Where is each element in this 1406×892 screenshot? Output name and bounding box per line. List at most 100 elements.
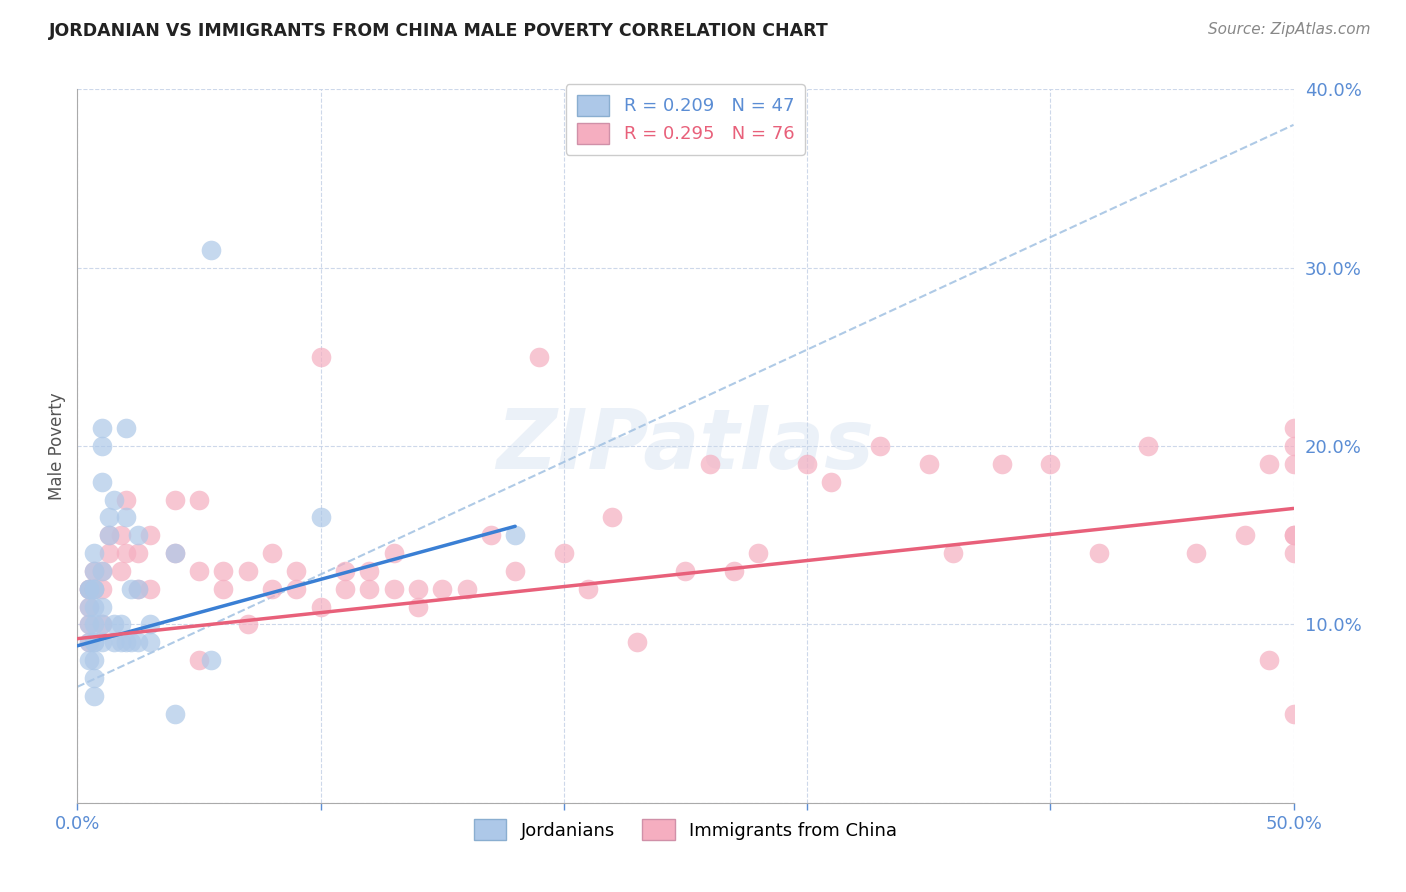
Point [120,635,142,649]
Point [90,582,112,596]
Point [79,617,101,632]
Point [90,564,112,578]
Point [406,582,429,596]
Point [309,599,332,614]
Point [602,510,624,524]
Point [79,582,101,596]
Point [188,492,211,507]
Point [1282,546,1305,560]
Point [83,689,105,703]
Point [90,421,112,435]
Point [127,582,149,596]
Point [699,457,721,471]
Point [406,599,429,614]
Point [723,564,745,578]
Point [820,475,842,489]
Point [83,635,105,649]
Point [103,635,125,649]
Y-axis label: Male Poverty: Male Poverty [48,392,66,500]
Point [285,582,308,596]
Point [163,706,186,721]
Point [918,457,941,471]
Point [139,582,162,596]
Point [83,617,105,632]
Point [333,582,356,596]
Point [90,617,112,632]
Point [529,350,551,364]
Point [1282,439,1305,453]
Point [110,617,132,632]
Point [163,546,186,560]
Point [747,546,769,560]
Point [90,617,112,632]
Point [79,582,101,596]
Point [990,457,1012,471]
Point [309,350,332,364]
Point [79,653,101,667]
Point [1185,546,1208,560]
Point [115,546,138,560]
Point [97,528,120,542]
Point [1282,421,1305,435]
Point [260,582,283,596]
Point [1282,706,1305,721]
Point [163,546,186,560]
Point [1258,653,1281,667]
Point [79,635,101,649]
Point [115,635,138,649]
Point [553,546,575,560]
Legend: Jordanians, Immigrants from China: Jordanians, Immigrants from China [467,812,904,847]
Point [97,546,120,560]
Point [188,653,211,667]
Point [79,582,101,596]
Point [83,671,105,685]
Point [188,564,211,578]
Point [333,564,356,578]
Point [79,635,101,649]
Point [430,582,453,596]
Point [110,564,132,578]
Point [79,582,101,596]
Point [127,582,149,596]
Point [83,599,105,614]
Point [200,243,222,257]
Point [359,582,381,596]
Point [83,635,105,649]
Point [127,635,149,649]
Point [115,421,138,435]
Point [110,635,132,649]
Point [83,582,105,596]
Point [1233,528,1256,542]
Point [1282,528,1305,542]
Point [382,546,405,560]
Point [97,510,120,524]
Text: ZIPatlas: ZIPatlas [496,406,875,486]
Point [79,617,101,632]
Text: JORDANIAN VS IMMIGRANTS FROM CHINA MALE POVERTY CORRELATION CHART: JORDANIAN VS IMMIGRANTS FROM CHINA MALE … [49,22,830,40]
Point [83,582,105,596]
Point [83,582,105,596]
Point [456,582,478,596]
Point [1258,457,1281,471]
Text: Source: ZipAtlas.com: Source: ZipAtlas.com [1208,22,1371,37]
Point [90,475,112,489]
Point [83,564,105,578]
Point [83,564,105,578]
Point [236,564,259,578]
Point [200,653,222,667]
Point [139,528,162,542]
Point [359,564,381,578]
Point [90,564,112,578]
Point [1039,457,1062,471]
Point [79,599,101,614]
Point [503,564,526,578]
Point [90,635,112,649]
Point [1282,528,1305,542]
Point [1088,546,1111,560]
Point [115,492,138,507]
Point [675,564,697,578]
Point [942,546,965,560]
Point [83,546,105,560]
Point [1136,439,1159,453]
Point [796,457,818,471]
